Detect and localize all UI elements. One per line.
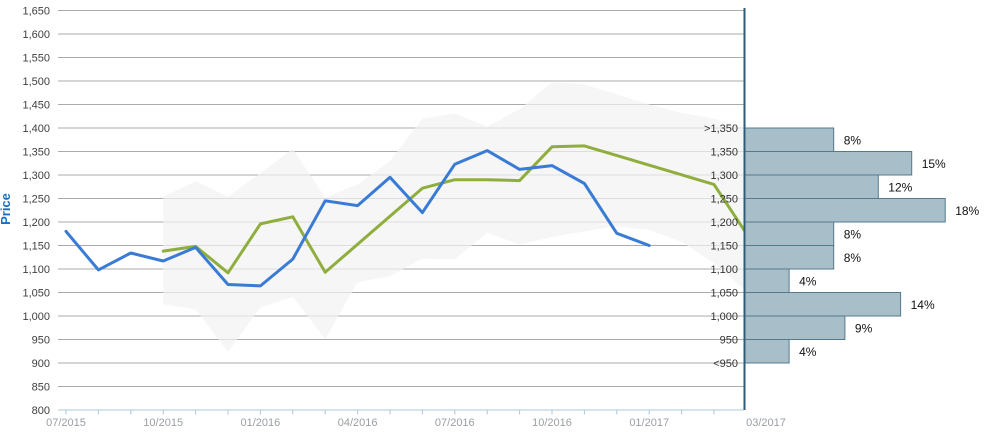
- svg-text:4%: 4%: [799, 345, 817, 359]
- svg-text:1,200: 1,200: [710, 217, 738, 229]
- svg-text:1,450: 1,450: [22, 100, 50, 112]
- svg-text:<950: <950: [713, 358, 738, 370]
- svg-text:07/2015: 07/2015: [46, 417, 86, 429]
- svg-text:14%: 14%: [911, 298, 935, 312]
- svg-text:10/2015: 10/2015: [143, 417, 183, 429]
- svg-text:8%: 8%: [844, 133, 862, 147]
- svg-text:18%: 18%: [955, 204, 979, 218]
- svg-text:1,350: 1,350: [710, 147, 738, 159]
- svg-text:950: 950: [32, 335, 50, 347]
- svg-text:1,500: 1,500: [22, 76, 50, 88]
- svg-text:1,300: 1,300: [22, 170, 50, 182]
- svg-text:1,200: 1,200: [22, 217, 50, 229]
- svg-text:1,400: 1,400: [22, 123, 50, 135]
- svg-text:1,000: 1,000: [710, 311, 738, 323]
- svg-text:8%: 8%: [844, 227, 862, 241]
- svg-text:1,300: 1,300: [710, 170, 738, 182]
- svg-text:1,650: 1,650: [22, 6, 50, 18]
- svg-text:8%: 8%: [844, 251, 862, 265]
- svg-text:1,100: 1,100: [710, 264, 738, 276]
- svg-text:04/2016: 04/2016: [338, 417, 378, 429]
- svg-text:9%: 9%: [855, 321, 873, 335]
- svg-text:>1,350: >1,350: [704, 123, 738, 135]
- svg-text:1,000: 1,000: [22, 311, 50, 323]
- svg-text:07/2016: 07/2016: [435, 417, 475, 429]
- svg-text:1,150: 1,150: [710, 241, 738, 253]
- svg-text:15%: 15%: [922, 157, 946, 171]
- svg-text:03/2017: 03/2017: [746, 417, 786, 429]
- svg-text:1,050: 1,050: [22, 288, 50, 300]
- svg-text:900: 900: [32, 358, 50, 370]
- svg-text:1,550: 1,550: [22, 53, 50, 65]
- svg-text:950: 950: [720, 335, 738, 347]
- svg-text:850: 850: [32, 382, 50, 394]
- svg-text:10/2016: 10/2016: [532, 417, 572, 429]
- svg-text:12%: 12%: [888, 180, 912, 194]
- svg-text:1,250: 1,250: [22, 194, 50, 206]
- svg-text:01/2017: 01/2017: [629, 417, 669, 429]
- svg-text:1,100: 1,100: [22, 264, 50, 276]
- svg-text:01/2016: 01/2016: [241, 417, 281, 429]
- svg-text:Price: Price: [0, 193, 13, 225]
- svg-text:800: 800: [32, 405, 50, 417]
- svg-text:1,150: 1,150: [22, 241, 50, 253]
- svg-text:4%: 4%: [799, 274, 817, 288]
- svg-text:1,350: 1,350: [22, 147, 50, 159]
- svg-text:1,600: 1,600: [22, 29, 50, 41]
- svg-text:1,250: 1,250: [710, 194, 738, 206]
- svg-text:1,050: 1,050: [710, 288, 738, 300]
